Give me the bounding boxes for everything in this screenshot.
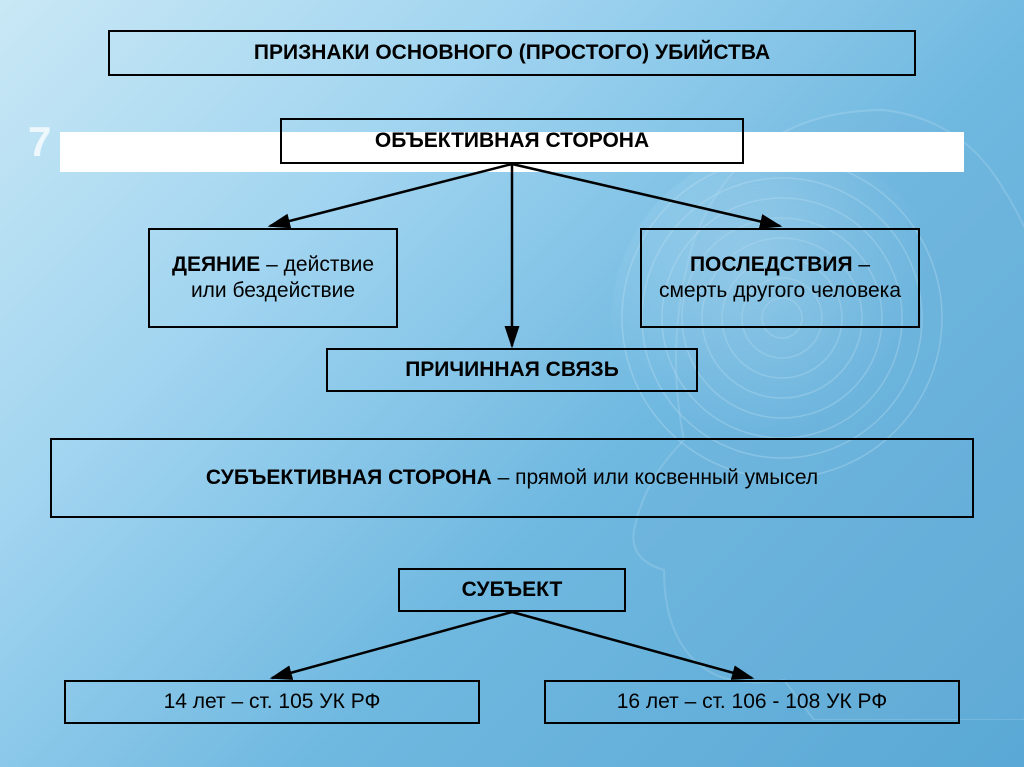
title-box: ПРИЗНАКИ ОСНОВНОГО (ПРОСТОГО) УБИЙСТВА	[108, 30, 916, 76]
age-16-box: 16 лет – ст. 106 - 108 УК РФ	[544, 680, 960, 724]
subject-box: СУБЪЕКТ	[398, 568, 626, 612]
act-box: ДЕЯНИЕ – действие или бездействие	[148, 228, 398, 328]
subjective-side-box: СУБЪЕКТИВНАЯ СТОРОНА – прямой или косвен…	[50, 438, 974, 518]
background-head-silhouette	[564, 100, 1024, 720]
causal-link-box: ПРИЧИННАЯ СВЯЗЬ	[326, 348, 698, 392]
age-14-box: 14 лет – ст. 105 УК РФ	[64, 680, 480, 724]
consequence-box: ПОСЛЕДСТВИЯ – смерть другого человека	[640, 228, 920, 328]
slide-number: 7	[28, 118, 51, 166]
objective-side-box: ОБЪЕКТИВНАЯ СТОРОНА	[280, 118, 744, 164]
